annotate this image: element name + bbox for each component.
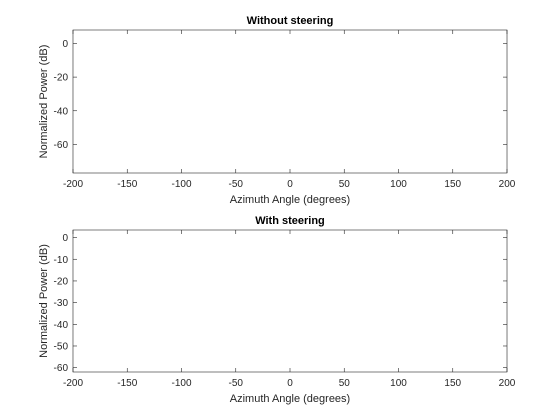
y-tick-label: -50 (54, 341, 69, 352)
x-tick-label: -100 (171, 179, 191, 190)
y-tick-label: 0 (62, 39, 68, 50)
x-tick-label: -50 (229, 179, 244, 190)
x-tick-label: 100 (390, 179, 407, 190)
axes-frame (72, 29, 508, 174)
x-axis-label: Azimuth Angle (degrees) (230, 194, 350, 206)
x-tick-label: 200 (499, 179, 516, 190)
y-tick-label: 0 (62, 233, 68, 244)
y-axis-label: Normalized Power (dB) (38, 45, 50, 159)
y-axis-label: Normalized Power (dB) (38, 244, 50, 358)
y-tick-label: -10 (54, 255, 69, 266)
axes-frame (72, 229, 508, 373)
x-tick-label: -50 (229, 378, 244, 389)
plot-with-steering: -200 -150 -100 -50 0 50 100 150 200 0 -10 -20 -30 -40… (38, 215, 516, 405)
x-tick-label: 100 (390, 378, 407, 389)
x-tick-label: 0 (287, 378, 293, 389)
y-tick-label: -20 (54, 276, 69, 287)
x-tick-label: -150 (117, 378, 137, 389)
y-tick-label: -40 (54, 320, 69, 331)
x-tick-label: 200 (499, 378, 516, 389)
x-tick-label: -200 (63, 179, 83, 190)
chart-title: Without steering (247, 15, 334, 27)
chart-title: With steering (255, 215, 325, 227)
x-tick-label: 150 (444, 378, 461, 389)
x-tick-label: 50 (339, 179, 351, 190)
x-axis-label: Azimuth Angle (degrees) (230, 393, 350, 405)
x-tick-label: -100 (171, 378, 191, 389)
x-tick-label: -150 (117, 179, 137, 190)
x-tick-label: -200 (63, 378, 83, 389)
x-tick-label: 50 (339, 378, 351, 389)
y-tick-label: -20 (54, 73, 69, 84)
x-tick-label: 150 (444, 179, 461, 190)
y-tick-label: -60 (54, 140, 69, 151)
y-tick-label: -60 (54, 363, 69, 374)
x-tick-label: 0 (287, 179, 293, 190)
y-tick-label: -40 (54, 106, 69, 117)
plot-without-steering: -200 -150 -100 -50 0 50 100 150 200 0 -20 -40 -60 Wit… (38, 15, 516, 206)
y-tick-label: -30 (54, 298, 69, 309)
